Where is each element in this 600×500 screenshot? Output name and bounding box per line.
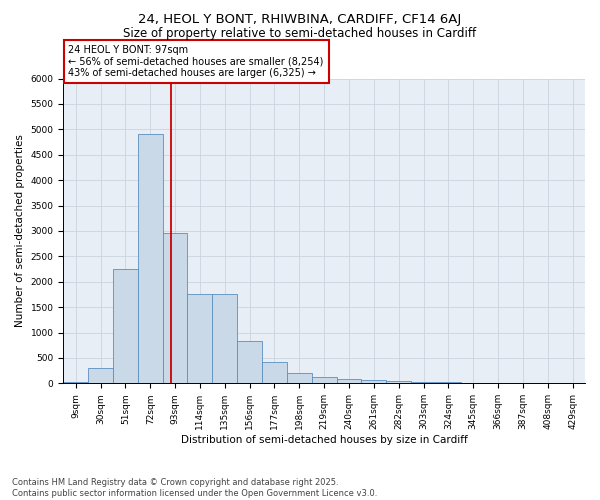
Bar — [262, 362, 287, 384]
Text: 24 HEOL Y BONT: 97sqm
← 56% of semi-detached houses are smaller (8,254)
43% of s: 24 HEOL Y BONT: 97sqm ← 56% of semi-deta… — [68, 46, 324, 78]
Text: Contains HM Land Registry data © Crown copyright and database right 2025.
Contai: Contains HM Land Registry data © Crown c… — [12, 478, 377, 498]
Y-axis label: Number of semi-detached properties: Number of semi-detached properties — [15, 134, 25, 328]
Bar — [63, 382, 88, 384]
Bar — [138, 134, 163, 384]
Bar — [88, 368, 113, 384]
Bar — [411, 382, 436, 384]
Bar — [312, 377, 337, 384]
Bar — [361, 380, 386, 384]
Bar — [113, 269, 138, 384]
Bar — [287, 373, 312, 384]
Bar — [436, 382, 461, 384]
Bar — [337, 379, 361, 384]
Bar — [386, 380, 411, 384]
Bar — [237, 342, 262, 384]
Bar — [163, 234, 187, 384]
Bar — [461, 383, 485, 384]
Text: Size of property relative to semi-detached houses in Cardiff: Size of property relative to semi-detach… — [124, 28, 476, 40]
X-axis label: Distribution of semi-detached houses by size in Cardiff: Distribution of semi-detached houses by … — [181, 435, 467, 445]
Bar — [187, 294, 212, 384]
Bar — [212, 294, 237, 384]
Text: 24, HEOL Y BONT, RHIWBINA, CARDIFF, CF14 6AJ: 24, HEOL Y BONT, RHIWBINA, CARDIFF, CF14… — [139, 12, 461, 26]
